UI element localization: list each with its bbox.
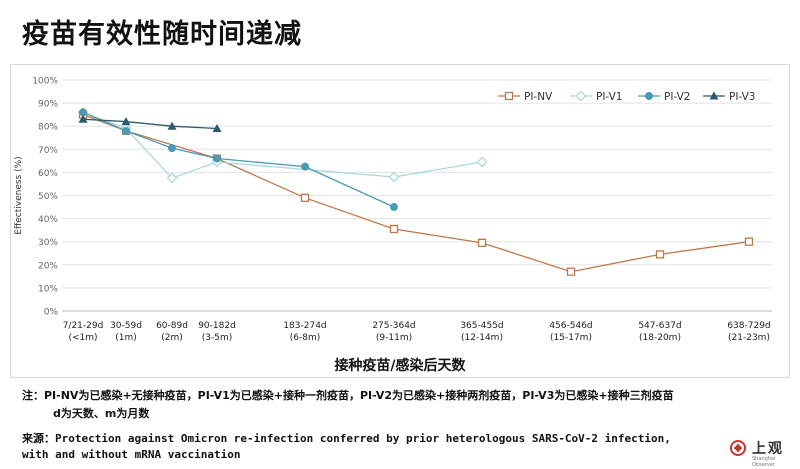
source-line-1: Protection against Omicron re-infection …	[55, 432, 671, 445]
legend-marker-pi-v1	[575, 90, 587, 102]
data-point-pi-v2	[301, 162, 309, 171]
x-tick-sublabel: (<1m)	[68, 333, 97, 343]
y-tick-label: 10%	[38, 284, 58, 294]
y-tick-label: 0%	[44, 308, 59, 318]
chart-frame	[10, 64, 790, 378]
data-point-pi-v2	[213, 154, 221, 163]
data-point-pi-v2	[122, 126, 130, 135]
legend-label-pi-v2: PI-V2	[664, 91, 690, 103]
series-line-pi-v2	[82, 111, 395, 208]
y-tick-label: 80%	[38, 123, 58, 133]
data-point-pi-v3	[121, 117, 131, 126]
legend-marker-pi-v2	[645, 92, 653, 100]
data-point-pi-nv	[655, 250, 665, 259]
data-point-pi-nv	[300, 193, 310, 202]
x-tick-label: 7/21-29d	[63, 321, 104, 331]
x-tick-label: 547-637d	[638, 321, 681, 331]
x-tick-sublabel: (21-23m)	[728, 333, 770, 343]
x-tick-label: 60-89d	[156, 321, 188, 331]
y-tick-label: 90%	[38, 100, 58, 110]
data-point-pi-v2	[390, 203, 398, 212]
x-tick-label: 90-182d	[198, 321, 236, 331]
source-note: 来源：Protection against Omicron re-infecti…	[22, 431, 671, 463]
data-point-pi-v1	[166, 172, 178, 184]
series-line-pi-v3	[82, 118, 218, 130]
data-point-pi-v3	[78, 114, 88, 123]
x-tick-label: 365-455d	[460, 321, 503, 331]
data-point-pi-nv	[744, 237, 754, 246]
legend-marker-pi-nv	[504, 91, 514, 101]
data-point-pi-v1	[476, 156, 488, 168]
data-point-pi-nv	[389, 224, 399, 234]
y-axis-title: Effectiveness (%)	[14, 156, 24, 234]
x-tick-label: 638-729d	[727, 321, 770, 331]
legend-label-pi-v3: PI-V3	[729, 91, 755, 103]
data-point-pi-v1	[388, 171, 400, 183]
x-tick-label: 275-364d	[372, 321, 415, 331]
source-line-2: with and without mRNA vaccination	[22, 448, 241, 461]
x-tick-sublabel: (6-8m)	[290, 333, 321, 343]
logo-text: 上观	[752, 441, 784, 457]
y-tick-label: 70%	[38, 146, 58, 156]
data-point-pi-v2	[79, 108, 87, 117]
logo-subtext: Shanghai Observer	[752, 456, 776, 468]
x-tick-label: 183-274d	[283, 321, 326, 331]
y-tick-label: 20%	[38, 261, 58, 271]
x-tick-sublabel: (12-14m)	[461, 333, 503, 343]
legend-label-pi-v1: PI-V1	[596, 91, 622, 103]
x-tick-sublabel: (9-11m)	[376, 333, 412, 343]
x-tick-sublabel: (2m)	[161, 333, 183, 343]
x-tick-sublabel: (1m)	[115, 333, 137, 343]
y-tick-label: 60%	[38, 169, 58, 179]
y-tick-label: 100%	[32, 77, 58, 87]
source-label: 来源：	[22, 432, 55, 445]
series-line-pi-nv	[82, 114, 750, 273]
series-line-pi-v1	[82, 111, 483, 179]
logo-icon	[730, 440, 746, 456]
x-tick-sublabel: (18-20m)	[639, 333, 681, 343]
y-tick-label: 40%	[38, 215, 58, 225]
x-axis-title: 接种疫苗/感染后天数	[334, 358, 466, 374]
data-point-pi-v3	[212, 124, 222, 133]
x-tick-sublabel: (3-5m)	[202, 333, 233, 343]
x-tick-label: 30-59d	[110, 321, 142, 331]
legend-label-pi-nv: PI-NV	[524, 91, 553, 103]
footnote-units: d为天数、m为月数	[53, 407, 150, 420]
footnote: 注：PI-NV为已感染+无接种疫苗，PI-V1为已感染+接种一剂疫苗，PI-V2…	[22, 389, 674, 402]
y-tick-label: 50%	[38, 192, 58, 202]
brand-logo: 上观 Shanghai Observer	[730, 438, 790, 468]
data-point-pi-v2	[168, 144, 176, 153]
chart-title: 疫苗有效性随时间递减	[22, 19, 302, 50]
legend-marker-pi-v3	[709, 91, 719, 100]
x-tick-label: 456-546d	[549, 321, 592, 331]
data-point-pi-nv	[477, 238, 487, 248]
x-tick-sublabel: (15-17m)	[550, 333, 592, 343]
data-point-pi-v3	[167, 121, 177, 130]
y-tick-label: 30%	[38, 238, 58, 248]
data-point-pi-nv	[566, 267, 576, 276]
